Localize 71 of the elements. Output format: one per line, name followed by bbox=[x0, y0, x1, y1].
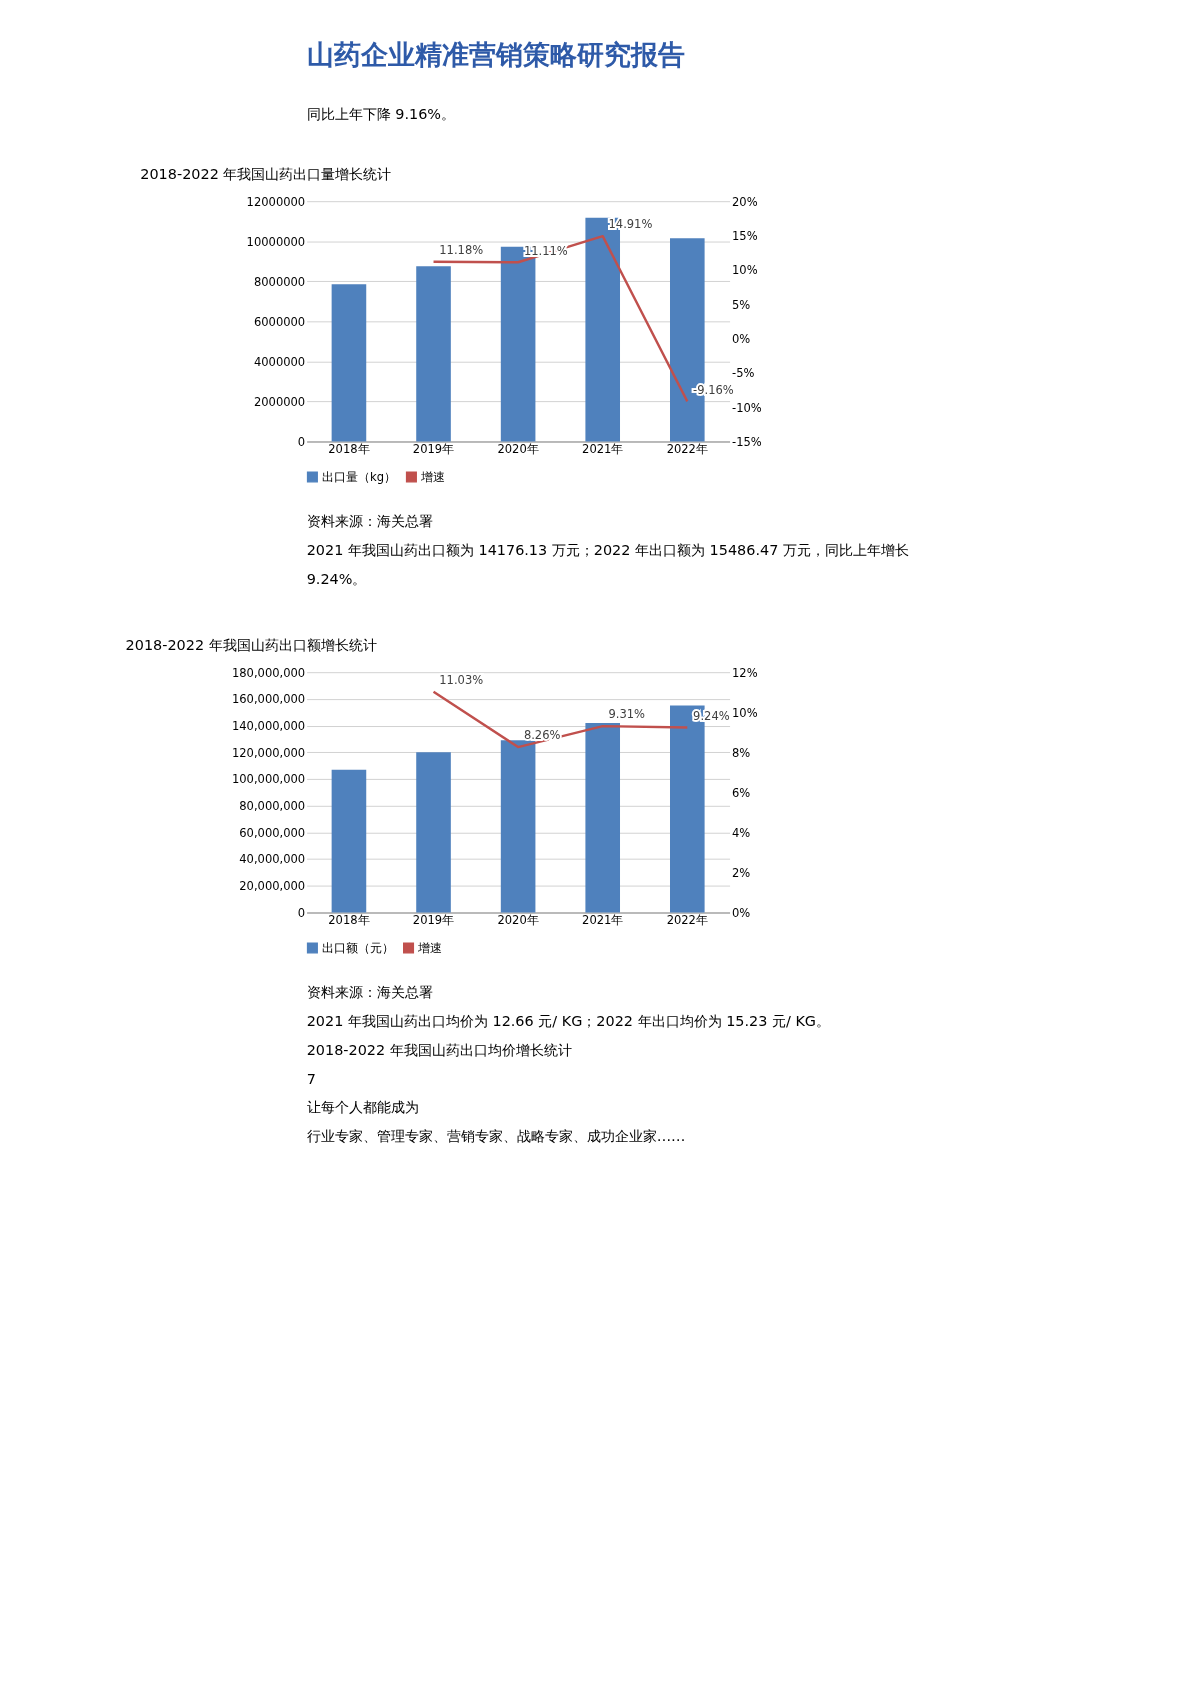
text: 9.24%。 bbox=[306, 570, 367, 587]
text: 资料来源：海关总署 bbox=[306, 513, 433, 530]
line-series bbox=[432, 690, 689, 749]
x-tick-label: 2020年 bbox=[497, 912, 539, 927]
x-tick-label: 2019年 bbox=[412, 441, 455, 456]
y-tick-label: 100,000,000 bbox=[231, 772, 306, 787]
text: 同比上年下降 9.16%。 bbox=[306, 105, 455, 122]
text: 让每个人都能成为 bbox=[306, 1099, 419, 1116]
text: 山药企业精准营销策略研究报告 bbox=[306, 38, 685, 70]
x-tick-label: 2021年 bbox=[582, 912, 624, 927]
y-tick-label: 2000000 bbox=[253, 394, 306, 409]
y2-tick-label: -15% bbox=[732, 434, 762, 449]
text: 2021 年我国山药出口额为 14176.13 万元；2022 年出口额为 15486.47 万元，同比上年增长 bbox=[306, 541, 909, 558]
x-tick-label: 2018年 bbox=[328, 441, 370, 456]
y2-tick-label: 20% bbox=[732, 194, 758, 209]
y-tick-label: 12000000 bbox=[246, 194, 306, 209]
y-tick-label: 40,000,000 bbox=[239, 852, 306, 867]
y-tick-label: 0 bbox=[297, 434, 306, 449]
legend-label: 增速 bbox=[420, 469, 446, 484]
y2-tick-label: 5% bbox=[732, 297, 751, 312]
y2-tick-label: 15% bbox=[732, 228, 758, 243]
y2-tick-label: -5% bbox=[732, 366, 755, 381]
y-tick-label: 20,000,000 bbox=[239, 879, 306, 894]
bar bbox=[416, 752, 451, 913]
x-tick-label: 2018年 bbox=[328, 912, 370, 927]
y2-tick-label: 12% bbox=[732, 665, 758, 680]
text: 行业专家、管理专家、营销专家、战略专家、成功企业家…… bbox=[306, 1128, 686, 1145]
x-tick-label: 2021年 bbox=[582, 441, 624, 456]
y2-tick-label: 0% bbox=[732, 331, 751, 346]
data-label: 8.26% bbox=[523, 728, 561, 743]
y-tick-label: 120,000,000 bbox=[231, 745, 306, 760]
y-tick-label: 160,000,000 bbox=[231, 692, 306, 707]
x-tick-label: 2019年 bbox=[412, 912, 455, 927]
legend-label: 增速 bbox=[417, 940, 443, 955]
y-tick-label: 6000000 bbox=[253, 314, 306, 329]
chart-title: 2018-2022 年我国山药出口量增长统计 bbox=[140, 166, 392, 183]
text: 7 bbox=[306, 1070, 316, 1087]
x-tick-label: 2022年 bbox=[666, 441, 708, 456]
y-tick-label: 4000000 bbox=[253, 354, 306, 369]
y2-tick-label: 2% bbox=[732, 865, 751, 880]
y2-tick-label: 8% bbox=[732, 745, 751, 760]
y-tick-label: 10000000 bbox=[246, 234, 306, 249]
line-series bbox=[432, 234, 689, 403]
data-label: 11.18% bbox=[439, 243, 484, 258]
y2-tick-label: 6% bbox=[732, 785, 751, 800]
legend-label: 出口量（kg） bbox=[322, 469, 397, 484]
y2-tick-label: -10% bbox=[732, 400, 762, 415]
y2-tick-label: 10% bbox=[732, 705, 758, 720]
legend-label: 出口额（元） bbox=[322, 940, 395, 955]
y-tick-label: 60,000,000 bbox=[239, 825, 306, 840]
y-tick-label: 8000000 bbox=[253, 274, 306, 289]
y2-tick-label: 4% bbox=[732, 825, 751, 840]
bar bbox=[585, 722, 621, 913]
bar bbox=[500, 740, 536, 913]
y-tick-label: 0 bbox=[297, 905, 306, 920]
x-tick-label: 2022年 bbox=[666, 912, 708, 927]
x-tick-label: 2020年 bbox=[497, 441, 539, 456]
data-label: 11.03% bbox=[439, 672, 484, 687]
y2-tick-label: 0% bbox=[732, 905, 751, 920]
data-label: 9.31% bbox=[608, 707, 646, 722]
bar bbox=[416, 266, 451, 442]
y-tick-label: 140,000,000 bbox=[231, 718, 306, 733]
bar bbox=[331, 769, 367, 913]
bar bbox=[331, 284, 367, 442]
text: 资料来源：海关总署 bbox=[306, 984, 433, 1001]
y2-tick-label: 10% bbox=[732, 263, 758, 278]
y-tick-label: 180,000,000 bbox=[231, 665, 306, 680]
chart-title: 2018-2022 年我国山药出口额增长统计 bbox=[125, 637, 377, 654]
y-tick-label: 80,000,000 bbox=[239, 799, 306, 814]
text: 2018-2022 年我国山药出口均价增长统计 bbox=[306, 1041, 572, 1058]
text: 2021 年我国山药出口均价为 12.66 元/ KG；2022 年出口均价为 15.23 元/ KG。 bbox=[306, 1012, 831, 1029]
